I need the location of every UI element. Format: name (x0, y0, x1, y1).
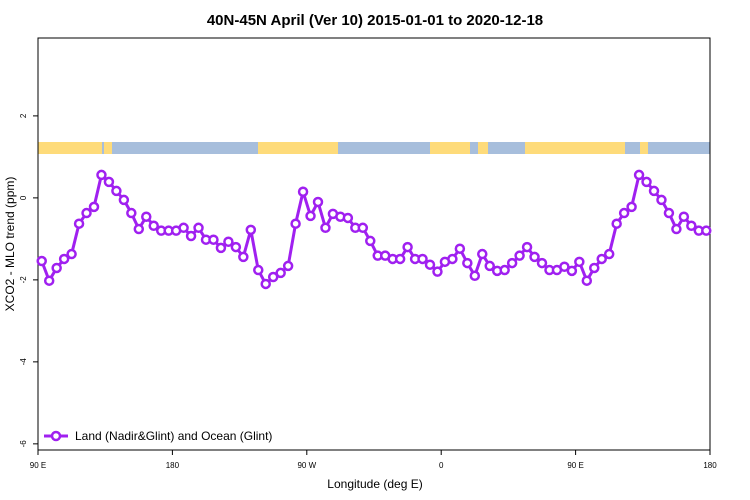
data-point (641, 176, 652, 188)
data-point (484, 260, 495, 272)
data-point (656, 194, 667, 206)
data-point (365, 235, 376, 247)
data-point (671, 223, 682, 235)
data-point (611, 218, 622, 229)
data-point (454, 243, 466, 254)
y-tick-label: -6 (19, 440, 28, 448)
data-point (536, 257, 548, 269)
x-tick-label: 90 E (30, 461, 46, 470)
data-point (342, 212, 354, 224)
x-tick-label: 90 W (297, 461, 316, 470)
chart-title: 40N-45N April (Ver 10) 2015-01-01 to 202… (207, 12, 543, 29)
data-point (603, 248, 615, 260)
legend: Land (Nadir&Glint) and Ocean (Glint) (44, 429, 272, 443)
data-point (245, 224, 257, 236)
data-point (618, 207, 630, 219)
legend-label: Land (Nadir&Glint) and Ocean (Glint) (75, 429, 272, 443)
data-point (43, 275, 55, 286)
data-point (103, 176, 115, 188)
land-ocean-strip (38, 142, 710, 154)
y-tick-label: 0 (19, 195, 28, 200)
data-point (111, 185, 122, 197)
data-point (402, 241, 413, 253)
data-point (51, 262, 62, 274)
x-tick-label: 0 (439, 461, 444, 470)
data-point (253, 264, 264, 276)
data-point (596, 253, 607, 265)
data-point (290, 218, 301, 229)
data-point (178, 222, 189, 234)
data-point (394, 253, 406, 265)
data-point (469, 270, 481, 282)
data-point (589, 262, 600, 274)
data-point (320, 222, 331, 234)
data-point (275, 267, 286, 279)
data-point (521, 241, 533, 253)
data-point (185, 230, 197, 242)
data-point (118, 194, 130, 206)
data-point (678, 211, 690, 222)
data-point (148, 220, 159, 232)
data-point (477, 248, 488, 260)
data-point (462, 257, 473, 269)
data-point (141, 211, 152, 222)
data-point (215, 242, 227, 254)
data-point (66, 248, 77, 260)
data-point (297, 186, 309, 197)
data-point (260, 278, 271, 290)
data-point (357, 222, 369, 234)
plot-frame (37, 37, 711, 451)
data-point (417, 253, 428, 265)
data-point (447, 253, 458, 265)
data-point (238, 251, 249, 263)
data-point (566, 265, 578, 277)
data-point (686, 220, 697, 232)
data-point (626, 201, 637, 213)
data-point (506, 257, 518, 269)
data-point (267, 271, 279, 283)
data-point (574, 256, 585, 268)
data-point (126, 207, 137, 219)
data-point (663, 207, 675, 219)
y-axis-label: XCO2 - MLO trend (ppm) (3, 177, 17, 312)
x-tick-label: 180 (166, 461, 180, 470)
data-point (648, 185, 660, 197)
data-point (36, 255, 47, 267)
y-tick-label: -2 (19, 276, 28, 284)
data-point (499, 264, 510, 276)
data-point (282, 260, 294, 272)
data-point (432, 266, 443, 277)
x-tick-label: 180 (703, 461, 717, 470)
data-point (633, 169, 645, 181)
data-point (133, 223, 145, 235)
y-tick-label: -4 (19, 358, 28, 366)
data-point (559, 261, 570, 273)
data-point (529, 251, 540, 263)
data-point (58, 253, 70, 265)
data-point (81, 207, 92, 219)
data-point (701, 225, 712, 236)
data-point (96, 169, 107, 181)
data-point (312, 196, 324, 208)
data-point (514, 250, 525, 261)
y-tick-label: 2 (19, 113, 28, 118)
legend-marker (50, 430, 62, 442)
data-point (230, 241, 242, 253)
data-point (581, 275, 593, 286)
x-axis-label: Longitude (deg E) (327, 477, 422, 491)
x-tick-label: 90 E (567, 461, 583, 470)
data-point (305, 210, 316, 222)
data-point (208, 234, 219, 245)
data-point (193, 222, 204, 234)
data-point (424, 259, 436, 270)
data-point (223, 236, 234, 247)
data-point (73, 218, 85, 229)
data-point (88, 201, 100, 213)
